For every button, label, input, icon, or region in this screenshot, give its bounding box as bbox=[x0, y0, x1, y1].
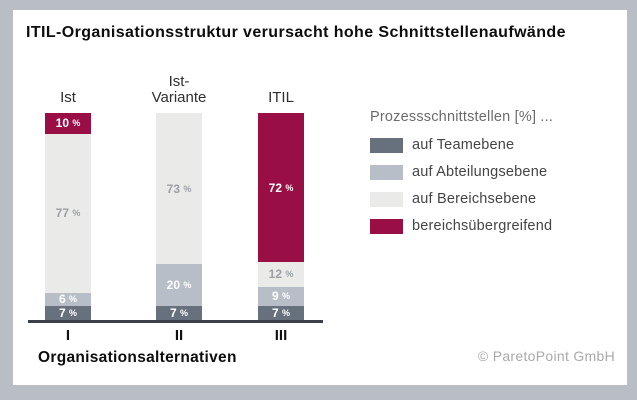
legend-item-label: auf Abteilungsebene bbox=[412, 164, 548, 180]
bar-segment-value: 6 % bbox=[58, 292, 78, 307]
legend-item-label: auf Teamebene bbox=[412, 137, 515, 153]
bar-segment-value: 7 % bbox=[58, 305, 78, 320]
bar-group-label: Ist- Variante bbox=[151, 72, 207, 106]
bar-segment-value: 7 % bbox=[271, 305, 291, 320]
bar-segment: 20 % bbox=[156, 264, 202, 306]
legend-swatch-icon bbox=[370, 191, 403, 207]
legend-swatch-icon bbox=[370, 164, 403, 180]
copyright-text: © ParetoPoint GmbH bbox=[477, 348, 615, 364]
bar-segment: 12 % bbox=[258, 262, 304, 287]
legend-swatch-icon bbox=[370, 137, 403, 153]
stacked-bar-II: 7 % 20 % 73 % bbox=[156, 113, 202, 320]
x-axis-label: Organisationsalternativen bbox=[38, 349, 237, 366]
bar-group-label: ITIL bbox=[268, 88, 294, 106]
stacked-bar-III: 7 % 9 % 12 % 72 % bbox=[258, 113, 304, 320]
bar-segment: 72 % bbox=[258, 113, 304, 263]
legend-item: auf Teamebene bbox=[370, 137, 553, 153]
chart-panel: ITIL-Organisationsstruktur verursacht ho… bbox=[13, 10, 627, 385]
bar-segment: 6 % bbox=[45, 292, 91, 307]
x-tick-label: III bbox=[274, 327, 288, 344]
bar-segment-value: 72 % bbox=[268, 180, 294, 195]
stacked-bar-I: 7 % 6 % 77 % 10 % bbox=[45, 113, 91, 320]
bar-segment-value: 20 % bbox=[166, 277, 192, 292]
legend-title: Prozessschnittstellen [%] ... bbox=[370, 109, 554, 125]
bar-group-label: Ist bbox=[60, 88, 76, 106]
bar-segment-value: 12 % bbox=[268, 267, 294, 282]
legend-item-label: auf Bereichsebene bbox=[412, 191, 537, 207]
legend-item: auf Abteilungsebene bbox=[370, 164, 553, 180]
chart-title: ITIL-Organisationsstruktur verursacht ho… bbox=[26, 24, 566, 41]
bar-segment: 77 % bbox=[45, 133, 91, 294]
bar-segment: 10 % bbox=[45, 113, 91, 134]
bar-segment-value: 10 % bbox=[55, 116, 81, 131]
chart-area: Organisationsalternativen Ist 7 % 6 % 77 % 1… bbox=[13, 10, 627, 385]
bar-segment: 7 % bbox=[45, 305, 91, 320]
legend-item-label: bereichsübergreifend bbox=[412, 218, 553, 234]
bar-segment: 7 % bbox=[156, 305, 202, 320]
bar-segment-value: 77 % bbox=[55, 206, 81, 221]
bar-segment: 7 % bbox=[258, 305, 304, 320]
bar-segment: 73 % bbox=[156, 113, 202, 265]
x-axis-line bbox=[28, 320, 323, 323]
legend-item: auf Bereichsebene bbox=[370, 191, 553, 207]
bar-segment: 9 % bbox=[258, 286, 304, 306]
legend-item: bereichsübergreifend bbox=[370, 218, 553, 234]
bar-segment-value: 9 % bbox=[271, 289, 291, 304]
x-tick-label: II bbox=[174, 327, 184, 344]
legend: Prozessschnittstellen [%] ... auf Teameb… bbox=[370, 109, 553, 245]
bar-segment-value: 73 % bbox=[166, 181, 192, 196]
x-tick-label: I bbox=[65, 327, 71, 344]
legend-swatch-icon bbox=[370, 218, 403, 234]
bar-segment-value: 7 % bbox=[169, 305, 189, 320]
